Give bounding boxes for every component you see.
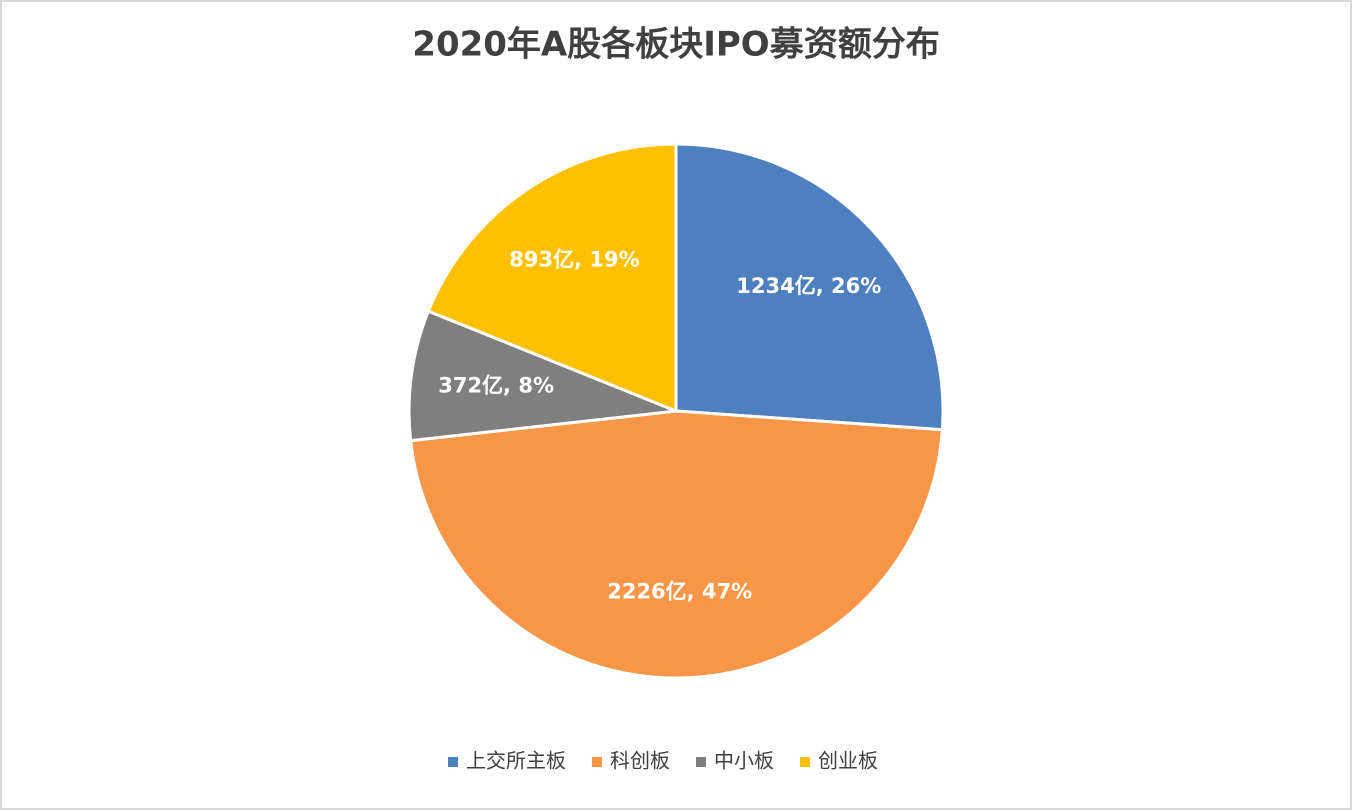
legend-swatch (696, 757, 706, 767)
legend-label: 上交所主板 (466, 749, 566, 773)
pie-slice (408, 409, 944, 680)
legend-swatch (592, 757, 602, 767)
data-label: 893亿, 19% (509, 248, 639, 272)
chart-title: 2020年A股各板块IPO募资额分布 (412, 25, 939, 65)
pie-slice (674, 142, 945, 432)
data-label: 372亿, 8% (438, 373, 554, 397)
pie-slice (407, 309, 677, 443)
legend-label: 科创板 (610, 749, 670, 773)
pie-slice (426, 142, 678, 414)
legend-label: 中小板 (714, 749, 774, 773)
legend-swatch (448, 757, 458, 767)
legend-swatch (800, 757, 810, 767)
data-label: 2226亿, 47% (607, 580, 752, 604)
legend-label: 创业板 (818, 749, 878, 773)
data-label: 1234亿, 26% (736, 274, 881, 298)
